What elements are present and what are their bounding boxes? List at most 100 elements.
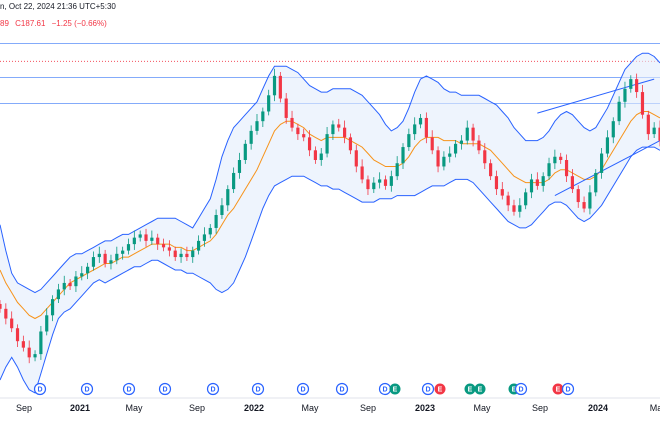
candle — [360, 159, 364, 184]
candle — [319, 148, 323, 166]
candle-body — [559, 156, 563, 160]
earnings-marker[interactable]: E — [464, 383, 476, 395]
x-tick-label: Sep — [189, 403, 205, 413]
dividend-icon[interactable] — [335, 382, 349, 396]
time-axis[interactable]: Sep 2021 May Sep 2022 May Sep 2023 May Sep 2024 Ma — [16, 403, 660, 413]
x-tick-label: Ma — [650, 403, 660, 413]
dividend-marker[interactable]: D — [296, 382, 310, 396]
candle-body — [138, 234, 142, 238]
candle — [489, 159, 493, 181]
candle-body — [483, 150, 487, 164]
dividend-marker[interactable]: D — [206, 382, 220, 396]
event-marker-label: D — [339, 387, 344, 394]
candle — [535, 172, 539, 190]
candle — [86, 262, 90, 280]
candle — [313, 146, 317, 164]
earnings-icon[interactable] — [474, 383, 486, 395]
candle-body — [97, 253, 101, 258]
dividend-marker[interactable]: D — [561, 382, 575, 396]
dividend-icon[interactable] — [158, 382, 172, 396]
change-value: −1.25 (−0.66%) — [51, 19, 107, 28]
dividend-marker[interactable]: D — [251, 382, 265, 396]
x-tick-label: 2023 — [415, 403, 435, 413]
upper-trend-line[interactable] — [537, 78, 655, 114]
dividend-marker[interactable]: D — [514, 382, 528, 396]
candle-body — [413, 124, 417, 135]
candle — [512, 199, 516, 216]
band-fill — [0, 53, 660, 393]
candle-body — [518, 205, 522, 212]
candle-body — [202, 234, 207, 241]
earnings-icon[interactable] — [464, 383, 476, 395]
candle-body — [652, 127, 656, 135]
earnings-marker[interactable]: E — [434, 383, 446, 395]
candle-body — [389, 176, 393, 186]
dividend-icon[interactable] — [251, 382, 265, 396]
candle — [617, 96, 621, 126]
event-marker-label: D — [255, 387, 260, 394]
event-marker-label: E — [393, 387, 398, 394]
x-tick-label: May — [473, 403, 491, 413]
candle-body — [33, 354, 37, 358]
dividend-marker[interactable]: D — [158, 382, 172, 396]
candle — [348, 133, 353, 155]
earnings-icon[interactable] — [434, 383, 446, 395]
candle — [600, 148, 604, 179]
candle-body — [366, 179, 370, 190]
candle-body — [109, 260, 113, 264]
candle — [302, 128, 306, 142]
candle — [272, 68, 277, 102]
candle-body — [418, 117, 423, 125]
candle — [255, 114, 259, 135]
dividend-marker[interactable]: D — [122, 382, 136, 396]
candle — [21, 335, 25, 352]
candle — [459, 135, 464, 150]
earnings-marker[interactable]: E — [389, 383, 401, 395]
dividend-icon[interactable] — [33, 382, 47, 396]
candle — [138, 230, 142, 242]
earnings-marker[interactable]: E — [552, 383, 564, 395]
earnings-icon[interactable] — [552, 383, 564, 395]
lower-band-line[interactable] — [0, 146, 660, 394]
event-marker-label: D — [84, 387, 89, 394]
candle-body — [623, 88, 627, 102]
candle-body — [611, 121, 615, 138]
earnings-marker[interactable]: E — [474, 383, 486, 395]
dividend-icon[interactable] — [296, 382, 310, 396]
candle — [80, 266, 84, 281]
candle-body — [144, 234, 148, 241]
candle — [115, 246, 119, 265]
candle — [623, 81, 627, 108]
dividend-icon[interactable] — [206, 382, 220, 396]
dividend-marker[interactable]: D — [80, 382, 94, 396]
ohlc-fragment: 89 — [0, 19, 9, 28]
candle — [570, 169, 574, 193]
x-tick-label: Sep — [360, 403, 376, 413]
dividend-marker[interactable]: D — [421, 382, 435, 396]
candle — [179, 248, 183, 263]
candle-body — [471, 127, 475, 141]
candle-body — [325, 134, 329, 154]
dividend-marker[interactable]: D — [378, 382, 392, 396]
candle — [45, 308, 49, 336]
candle — [196, 235, 201, 255]
dividend-icon[interactable] — [561, 382, 575, 396]
dividend-icon[interactable] — [122, 382, 136, 396]
dividend-marker[interactable]: D — [335, 382, 349, 396]
x-tick-label: May — [125, 403, 143, 413]
dividend-icon[interactable] — [80, 382, 94, 396]
candle — [226, 185, 230, 212]
upper-band-line[interactable] — [0, 52, 660, 294]
candle — [307, 130, 312, 157]
candle — [62, 275, 66, 296]
dividend-icon[interactable] — [421, 382, 435, 396]
x-tick-label: 2022 — [244, 403, 264, 413]
dividend-marker[interactable]: D — [33, 382, 47, 396]
candle — [296, 123, 300, 140]
candle-body — [132, 237, 136, 245]
dividend-icon[interactable] — [514, 382, 528, 396]
candle-body — [506, 195, 510, 206]
earnings-icon[interactable] — [389, 383, 401, 395]
